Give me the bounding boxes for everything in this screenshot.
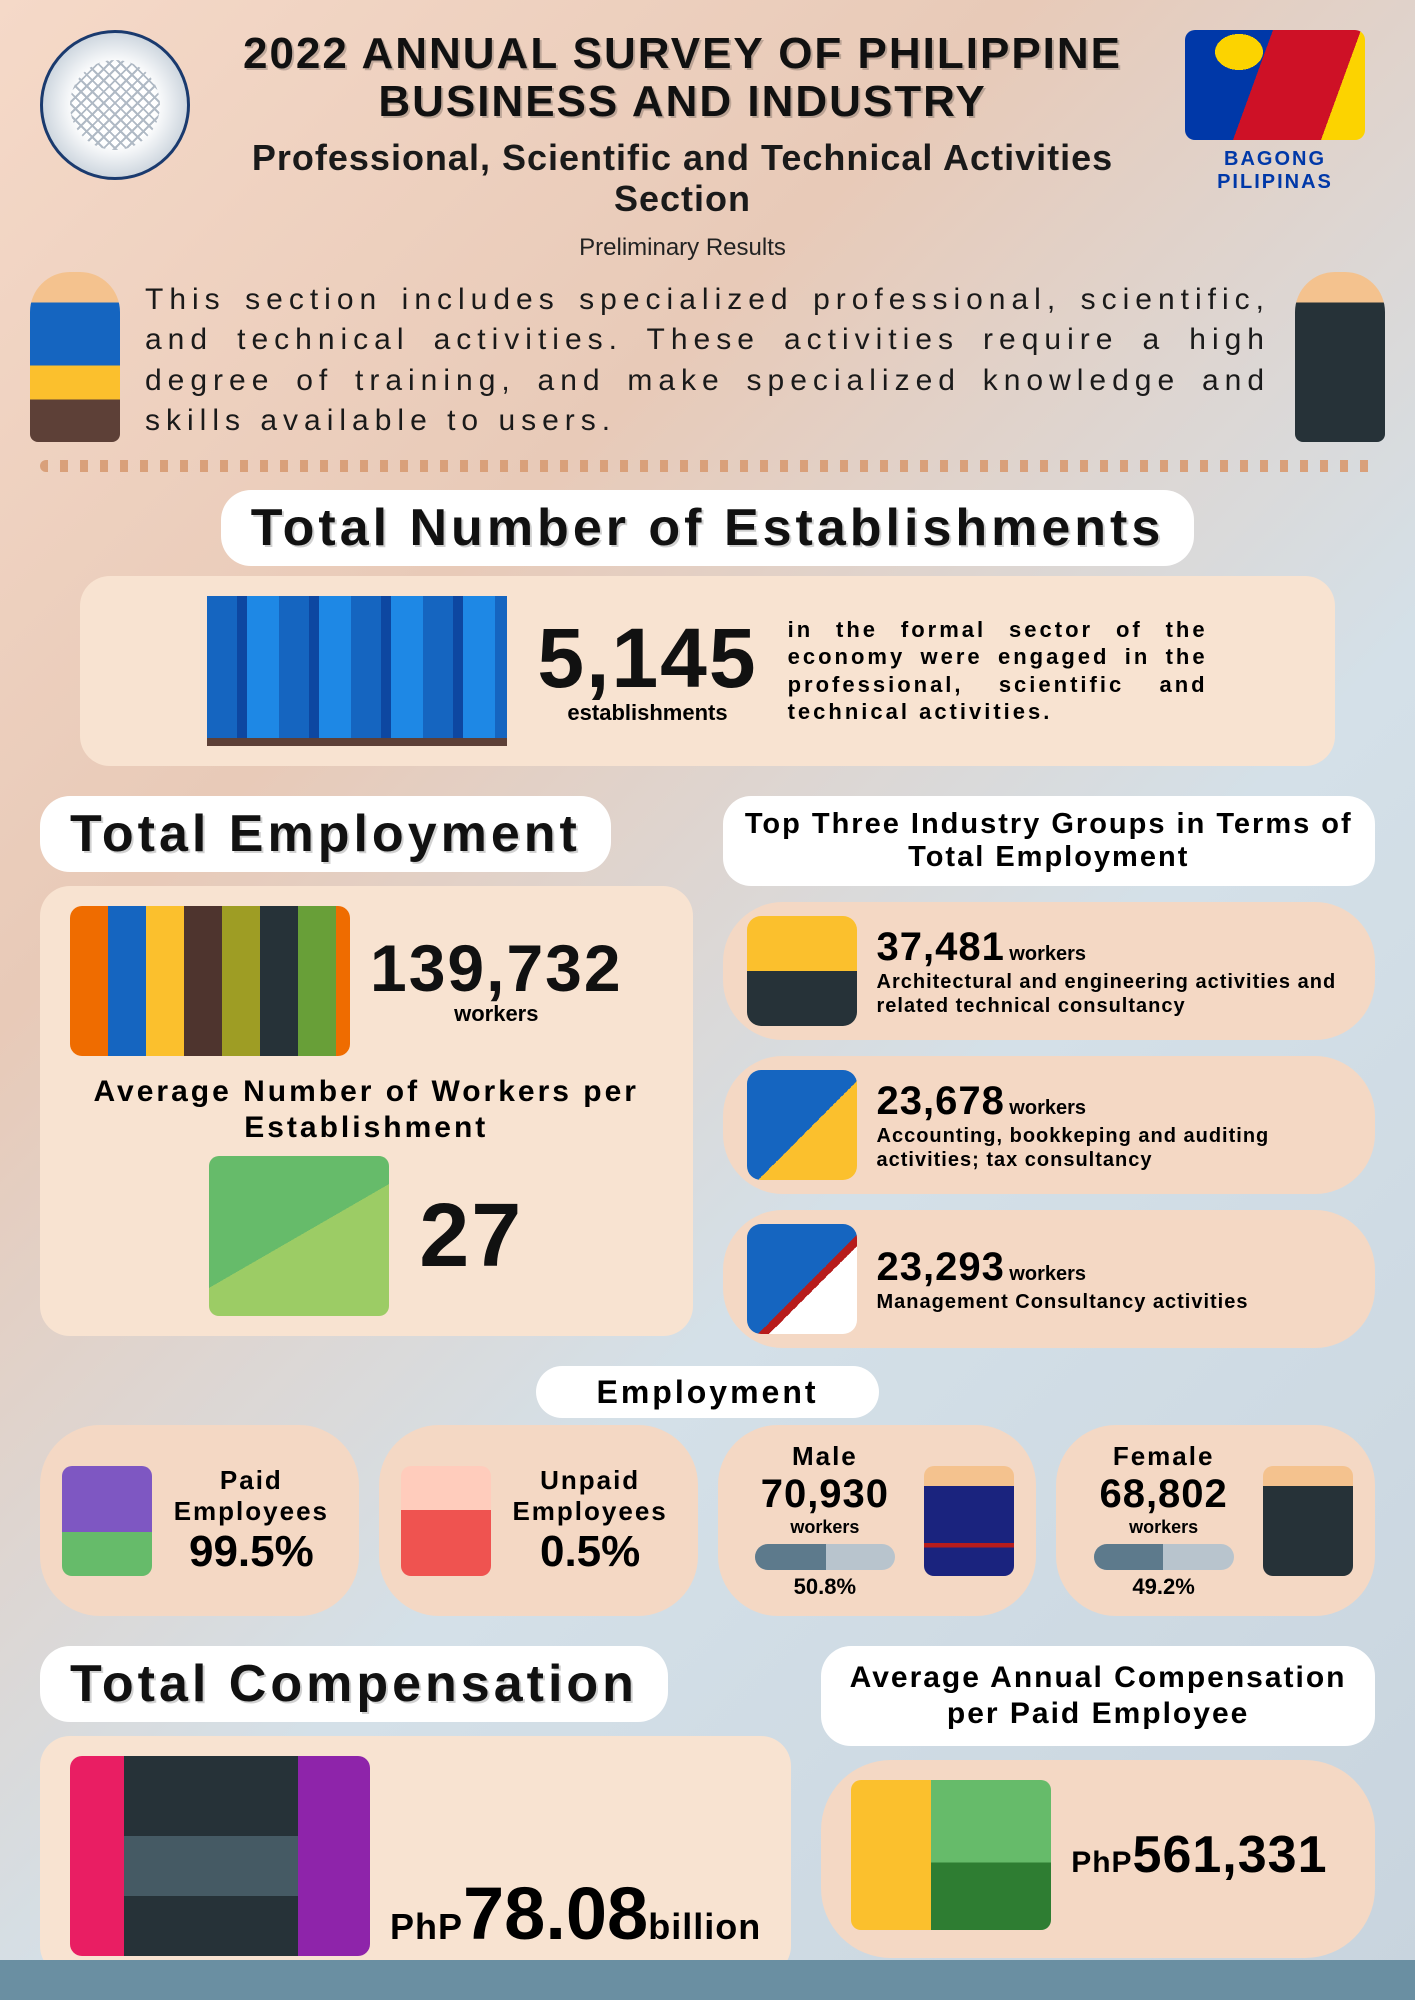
paid-icon [62,1466,152,1576]
top3-2-label: workers [1009,1097,1086,1119]
employment-left: Total Employment 139,732 workers Average… [40,796,693,1336]
top3-3-value: 23,293 [877,1245,1005,1289]
intro-text: This section includes specialized profes… [130,280,1285,442]
top3-2-value: 23,678 [877,1079,1005,1123]
compensation-row: Total Compensation PhP78.08billion Avera… [40,1646,1375,1976]
establishments-card: 5,145 establishments in the formal secto… [80,576,1335,766]
top3-2-desc: Accounting, bookkeping and auditing acti… [877,1124,1352,1172]
workers-illustration [70,906,350,1056]
establishments-section: Total Number of Establishments 5,145 est… [80,490,1335,766]
avg-workers-value: 27 [419,1191,523,1281]
main-title: 2022 ANNUAL SURVEY OF PHILIPPINE BUSINES… [210,30,1155,127]
engineers-icon [747,916,857,1026]
female-card: Female 68,802 workers 49.2% [1056,1425,1375,1616]
female-workers: workers [1078,1517,1249,1538]
accountant-icon [747,1070,857,1180]
prelim-label: Preliminary Results [210,234,1155,262]
employment-total: 139,732 [370,935,623,1001]
male-pct: 50.8% [740,1574,911,1600]
unpaid-pct: 0.5% [505,1527,676,1577]
avg-workers-row: 27 [70,1156,663,1316]
avg-comp-title: Average Annual Compensation per Paid Emp… [821,1646,1375,1746]
establishments-value-label: establishments [537,700,757,726]
top3-1-value: 37,481 [877,925,1005,969]
male-workers: workers [740,1517,911,1538]
avg-comp-value: 561,331 [1133,1826,1328,1884]
female-pill [1094,1544,1234,1570]
comp-currency: PhP [390,1906,463,1947]
money-icon [851,1780,1051,1930]
compensation-left: Total Compensation PhP78.08billion [40,1646,791,1976]
male-pill [755,1544,895,1570]
buildings-icon [207,596,507,746]
female-value: 68,802 [1078,1472,1249,1517]
male-card: Male 70,930 workers 50.8% [718,1425,1037,1616]
male-label: Male [740,1441,911,1472]
header: 2022 ANNUAL SURVEY OF PHILIPPINE BUSINES… [0,0,1415,272]
worker-illustration-left [30,272,120,442]
male-icon [924,1466,1014,1576]
top3-item-3: 23,293 workers Management Consultancy ac… [723,1210,1376,1348]
establishments-value-block: 5,145 establishments [537,616,757,726]
consultant-icon [747,1224,857,1334]
paid-label: Paid Employees [166,1465,337,1527]
top3-3-label: workers [1009,1263,1086,1285]
avg-comp-currency: PhP [1071,1846,1132,1879]
top3-title: Top Three Industry Groups in Terms of To… [723,796,1376,887]
breakdown-grid: Paid Employees 99.5% Unpaid Employees 0.… [40,1425,1375,1616]
compensation-title: Total Compensation [40,1646,668,1722]
avg-comp-card: PhP561,331 [821,1760,1375,1958]
employment-row: Total Employment 139,732 workers Average… [40,796,1375,1349]
intro-row: This section includes specialized profes… [0,272,1415,452]
footer-band [0,1960,1415,2000]
establishments-value: 5,145 [537,616,757,700]
employment-value-block: 139,732 workers [370,935,623,1027]
flag-icon [1185,30,1365,140]
avg-comp-section: Average Annual Compensation per Paid Emp… [821,1646,1375,1958]
top3-item-2: 23,678 workers Accounting, bookkeping an… [723,1056,1376,1194]
top3-1-label: workers [1009,943,1086,965]
psa-logo [40,30,190,180]
breakdown-title-wrap: Employment [40,1374,1375,1411]
unpaid-card: Unpaid Employees 0.5% [379,1425,698,1616]
section-subtitle: Professional, Scientific and Technical A… [210,137,1155,220]
breakdown-title: Employment [536,1366,878,1418]
avg-workers-title: Average Number of Workers per Establishm… [70,1074,663,1146]
title-block: 2022 ANNUAL SURVEY OF PHILIPPINE BUSINES… [210,30,1155,262]
top3-item-1: 37,481 workers Architectural and enginee… [723,902,1376,1040]
comp-value: 78.08 [463,1872,648,1955]
paid-pct: 99.5% [166,1527,337,1577]
establishments-title: Total Number of Establishments [221,490,1195,566]
compensation-card: PhP78.08billion [40,1736,791,1976]
top3-1-desc: Architectural and engineering activities… [877,970,1352,1018]
bagong-logo: BAGONG PILIPINAS [1175,30,1375,194]
avg-comp-value-block: PhP561,331 [1071,1825,1327,1885]
dots-divider [40,460,1375,472]
establishments-description: in the formal sector of the economy were… [788,616,1208,726]
male-value: 70,930 [740,1472,911,1517]
comp-unit: billion [648,1906,761,1947]
female-icon [1263,1466,1353,1576]
top3-section: Top Three Industry Groups in Terms of To… [723,796,1376,1349]
bagong-text: BAGONG PILIPINAS [1175,148,1375,194]
employment-breakdown: Employment Paid Employees 99.5% Unpaid E… [40,1374,1375,1616]
compensation-value-block: PhP78.08billion [390,1871,761,1956]
building-green-icon [209,1156,389,1316]
worker-illustration-right [1295,272,1385,442]
top3-3-desc: Management Consultancy activities [877,1290,1249,1314]
paid-card: Paid Employees 99.5% [40,1425,359,1616]
employment-title: Total Employment [40,796,611,872]
female-pct: 49.2% [1078,1574,1249,1600]
employment-card: 139,732 workers Average Number of Worker… [40,886,693,1336]
compensation-illustration [70,1756,370,1956]
unpaid-icon [401,1466,491,1576]
unpaid-label: Unpaid Employees [505,1465,676,1527]
female-label: Female [1078,1441,1249,1472]
